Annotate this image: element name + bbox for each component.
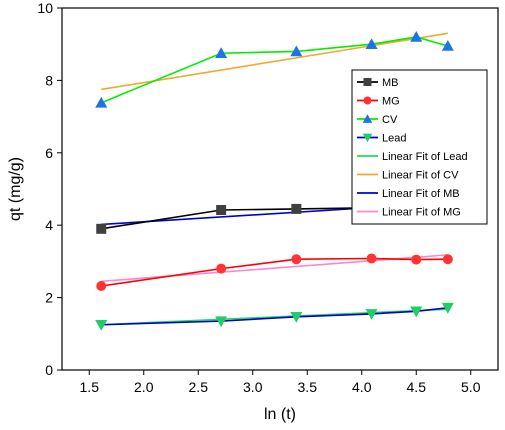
- series-lead: [95, 302, 454, 331]
- x-tick-label: 3.5: [298, 379, 318, 395]
- mg-point: [96, 281, 107, 292]
- mg-point: [366, 253, 377, 264]
- series-mg: [96, 253, 453, 292]
- mg-point: [291, 254, 302, 265]
- y-tick-label: 10: [37, 0, 53, 16]
- cv-point: [95, 96, 108, 108]
- mg-point: [442, 254, 453, 265]
- series-linear-fit-of-lead: [101, 308, 448, 326]
- y-tick-label: 0: [45, 362, 53, 378]
- lead-line: [101, 306, 448, 326]
- x-tick-label: 1.5: [80, 379, 100, 395]
- y-tick-label: 6: [45, 145, 53, 161]
- legend-swatch-marker: [363, 96, 372, 105]
- y-axis-title: qt (mg/g): [7, 157, 24, 221]
- linear-fit-of-lead-line: [101, 308, 448, 326]
- cv-point: [410, 30, 423, 42]
- x-tick-label: 3.0: [243, 379, 263, 395]
- y-tick-label: 4: [45, 217, 53, 233]
- legend-entry-linear-fit-of-lead: Linear Fit of Lead: [357, 151, 468, 163]
- y-tick-label: 8: [45, 72, 53, 88]
- legend-label: Linear Fit of Lead: [382, 151, 468, 163]
- series-cv: [95, 30, 454, 108]
- legend-label: Linear Fit of CV: [382, 170, 459, 182]
- axis-ticks: 1.5 2.0 2.5 3.0 3.5 4.0 4.5 5.0 0 2 4 6 8 10: [37, 0, 480, 395]
- y-tick-label: 2: [45, 290, 53, 306]
- legend-entry-linear-fit-of-cv: Linear Fit of CV: [357, 170, 459, 182]
- legend-label: CV: [382, 114, 398, 126]
- x-axis-title: ln (t): [264, 406, 296, 423]
- legend-label: MB: [382, 77, 399, 89]
- lead-point: [290, 311, 303, 323]
- mg-line: [101, 257, 448, 287]
- lead-point: [95, 319, 108, 331]
- cv-point: [441, 40, 454, 51]
- legend-entry-mg: MG: [357, 96, 400, 108]
- lead-point: [410, 306, 423, 318]
- legend-entry-lead: Lead: [357, 133, 406, 145]
- cv-point: [290, 45, 303, 57]
- x-tick-label: 4.5: [407, 379, 427, 395]
- legend: MB MG CV Lead Linear Fit of Lead Linear Fit o…: [351, 69, 488, 225]
- x-tick-label: 2.0: [134, 379, 154, 395]
- legend-box: [351, 69, 488, 225]
- x-tick-label: 5.0: [461, 379, 481, 395]
- plot-frame: [61, 7, 499, 371]
- legend-label: Linear Fit of MG: [382, 207, 461, 219]
- x-tick-label: 2.5: [189, 379, 209, 395]
- legend-swatch-marker: [362, 114, 373, 123]
- linear-fit-of-cv-line: [101, 32, 448, 91]
- legend-entry-linear-fit-of-mg: Linear Fit of MG: [357, 207, 461, 219]
- series-linear-fit-of-cv: [101, 32, 448, 91]
- mb-point: [96, 223, 107, 234]
- legend-entry-linear-fit-of-mb: Linear Fit of MB: [357, 188, 460, 200]
- mb-point: [216, 204, 227, 215]
- mb-point: [291, 203, 302, 214]
- cv-point: [215, 47, 228, 59]
- x-tick-label: 4.0: [352, 379, 372, 395]
- lead-point: [441, 302, 454, 314]
- legend-entry-cv: CV: [357, 114, 398, 126]
- lead-point: [215, 316, 228, 328]
- cv-line: [100, 36, 449, 104]
- legend-swatch-marker: [363, 78, 372, 86]
- mg-point: [216, 263, 227, 274]
- legend-label: MG: [382, 96, 400, 108]
- legend-label: Lead: [382, 133, 406, 145]
- legend-entry-mb: MB: [357, 77, 399, 89]
- legend-swatch-marker: [362, 133, 373, 143]
- cv-point: [365, 38, 378, 49]
- mg-point: [411, 254, 422, 265]
- legend-label: Linear Fit of MB: [382, 188, 460, 200]
- lead-point: [365, 309, 378, 320]
